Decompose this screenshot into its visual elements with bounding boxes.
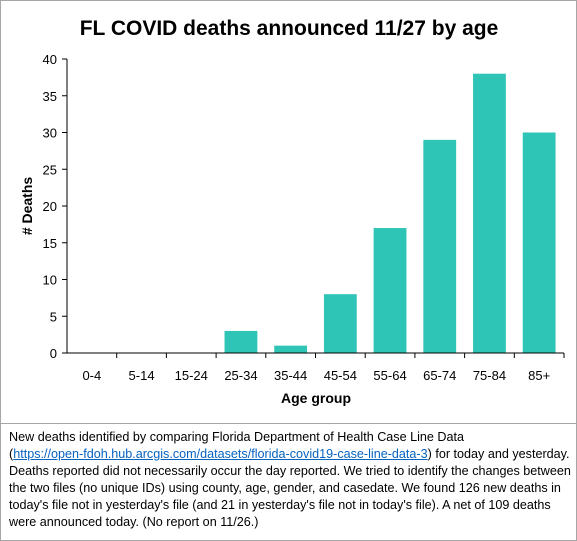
- y-tick-label: 40: [43, 52, 57, 67]
- bar-35-44: [274, 345, 308, 353]
- chart-title: FL COVID deaths announced 11/27 by age: [80, 17, 499, 40]
- bar-75-84: [473, 73, 506, 353]
- bars: [224, 73, 556, 353]
- bar-65-74: [423, 139, 457, 353]
- x-tick-label: 55-64: [373, 368, 406, 383]
- divider: [1, 423, 576, 424]
- y-tick-label: 30: [43, 126, 57, 141]
- y-tick-label: 10: [43, 273, 57, 288]
- y-tick-label: 0: [50, 346, 57, 361]
- y-tick-label: 35: [43, 89, 57, 104]
- bar-25-34: [224, 330, 258, 353]
- x-tick-label: 75-84: [473, 368, 506, 383]
- y-axis-label: # Deaths: [19, 177, 35, 236]
- x-axis-ticks: 0-4 5-14 15-24 25-34 35-44 45-54 55-64 65-74 75-…: [82, 353, 565, 383]
- chart-area: FL COVID deaths announced 11/27 by age 0…: [1, 1, 576, 423]
- x-tick-label: 45-54: [324, 368, 357, 383]
- footnote-link-open: (: [9, 447, 14, 461]
- footnote: New deaths identified by comparing Flori…: [9, 429, 571, 531]
- footnote-line1: New deaths identified by comparing Flori…: [9, 430, 465, 444]
- x-tick-label: 5-14: [129, 368, 155, 383]
- footnote-link-close: ): [427, 447, 432, 461]
- x-tick-label: 15-24: [175, 368, 208, 383]
- x-tick-label: 85+: [528, 368, 550, 383]
- x-tick-label: 0-4: [82, 368, 101, 383]
- bar-45-54: [323, 294, 357, 353]
- data-source-link[interactable]: https://open-fdoh.hub.arcgis.com/dataset…: [13, 447, 428, 461]
- y-axis-ticks: 0 5 10 15 20 25 30 35 40: [43, 52, 67, 361]
- x-tick-label: 25-34: [224, 368, 257, 383]
- footnote-body: for today and yesterday. Deaths reported…: [9, 447, 571, 529]
- bar-85+: [522, 132, 556, 353]
- y-tick-label: 15: [43, 236, 57, 251]
- x-axis-label: Age group: [281, 390, 351, 406]
- y-tick-label: 20: [43, 199, 57, 214]
- bar-55-64: [373, 228, 407, 353]
- x-tick-label: 65-74: [423, 368, 456, 383]
- bar-chart: FL COVID deaths announced 11/27 by age 0…: [19, 17, 565, 406]
- x-tick-label: 35-44: [274, 368, 307, 383]
- y-tick-label: 25: [43, 162, 57, 177]
- y-tick-label: 5: [50, 309, 57, 324]
